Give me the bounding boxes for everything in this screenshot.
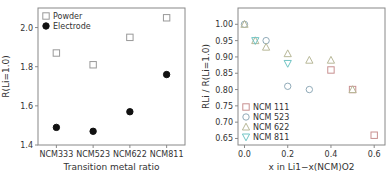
- point: [53, 124, 59, 130]
- point: [306, 86, 312, 92]
- y-tick: [35, 27, 38, 28]
- series: [53, 15, 170, 68]
- point: [328, 67, 334, 73]
- x-tick-label: NCM811: [150, 150, 184, 159]
- y-axis: 1.4 1.6 1.8 2.0: [20, 24, 38, 150]
- x-tick: [287, 145, 288, 148]
- legend-label: NCM 523: [253, 113, 289, 122]
- x-tick: [93, 145, 94, 148]
- y-axis-label: R(Li=1.0): [1, 55, 11, 98]
- figure: 1.4 1.6 1.8 2.0 NCM333NCM523NCM622NCM811 Tran…: [0, 0, 391, 185]
- panel: 1.4 1.6 1.8 2.0 NCM333NCM523NCM622NCM811 Tran…: [1, 8, 185, 172]
- y-tick: [235, 122, 238, 123]
- legend-marker: [43, 23, 49, 29]
- series: [241, 21, 312, 93]
- legend-label: Electrode: [53, 22, 91, 31]
- point: [263, 43, 270, 50]
- panel: 0.650.700.750.800.850.900.951.000.00.20.…: [201, 8, 385, 172]
- y-tick: [235, 105, 238, 106]
- y-tick: [235, 56, 238, 57]
- y-tick-label: 0.95: [215, 37, 233, 46]
- y-tick: [35, 145, 38, 146]
- point: [163, 15, 169, 21]
- y-tick-label: 0.85: [215, 69, 233, 78]
- series: [252, 38, 292, 68]
- legend-marker: [242, 134, 249, 141]
- y-axis-label: RLi / R(Li=1.0): [201, 44, 211, 109]
- point: [163, 71, 169, 77]
- legend-marker: [243, 114, 249, 120]
- series: [241, 21, 356, 93]
- y-tick-label: 1.8: [20, 63, 33, 72]
- point: [90, 128, 96, 134]
- point: [371, 132, 377, 138]
- plot-frame: [38, 8, 185, 145]
- point: [284, 50, 291, 57]
- legend-label: Powder: [53, 12, 83, 21]
- x-tick-label: 0.6: [368, 150, 381, 159]
- x-tick-label: 0.0: [238, 150, 251, 159]
- point: [127, 109, 133, 115]
- x-axis: NCM333NCM523NCM622NCM811: [40, 145, 184, 159]
- point: [241, 21, 248, 28]
- point: [241, 21, 247, 27]
- y-tick-label: 1.6: [20, 102, 33, 111]
- legend-marker: [43, 13, 49, 19]
- legend-label: NCM 111: [253, 103, 289, 112]
- y-tick: [235, 24, 238, 25]
- legend-label: NCM 622: [253, 123, 289, 132]
- x-tick: [330, 145, 331, 148]
- series: [53, 71, 170, 134]
- point: [127, 34, 133, 40]
- y-tick-label: 2.0: [20, 24, 33, 33]
- x-tick: [374, 145, 375, 148]
- x-tick-label: NCM622: [113, 150, 147, 159]
- legend: PowderElectrode: [43, 12, 91, 31]
- series: [328, 67, 378, 139]
- x-tick-label: 0.4: [325, 150, 338, 159]
- y-tick: [235, 89, 238, 90]
- point: [306, 56, 313, 63]
- x-tick: [166, 145, 167, 148]
- y-tick: [235, 73, 238, 74]
- plot-frame: [238, 8, 385, 145]
- y-tick-label: 0.70: [215, 118, 233, 127]
- point: [284, 60, 291, 67]
- y-tick-label: 0.75: [215, 102, 233, 111]
- y-tick-label: 0.90: [215, 53, 233, 62]
- y-tick: [35, 105, 38, 106]
- legend-label: NCM 811: [253, 133, 289, 142]
- x-tick: [129, 145, 130, 148]
- x-axis: 0.0 0.2 0.4 0.6: [238, 145, 380, 159]
- legend-marker: [243, 104, 249, 110]
- y-tick: [35, 66, 38, 67]
- y-tick-label: 0.80: [215, 86, 233, 95]
- point: [90, 62, 96, 68]
- marks: [53, 15, 170, 135]
- point: [349, 86, 355, 92]
- x-tick-label: NCM523: [76, 150, 110, 159]
- x-tick-label: NCM333: [40, 150, 74, 159]
- point: [252, 38, 259, 45]
- point: [285, 83, 291, 89]
- legend: NCM 111NCM 523NCM 622NCM 811: [242, 103, 289, 142]
- point: [327, 56, 334, 63]
- y-tick-label: 0.65: [215, 134, 233, 143]
- marks: [241, 21, 378, 139]
- x-tick: [244, 145, 245, 148]
- x-tick: [56, 145, 57, 148]
- y-tick: [235, 138, 238, 139]
- point: [53, 50, 59, 56]
- point: [252, 37, 259, 44]
- x-tick-label: 0.2: [281, 150, 294, 159]
- x-axis-label: Transition metal ratio: [63, 162, 160, 172]
- x-axis-label: x in Li1−x(NCM)O2: [269, 162, 355, 172]
- point: [349, 86, 356, 93]
- legend-marker: [242, 123, 249, 130]
- y-tick-label: 1.4: [20, 141, 33, 150]
- y-tick-label: 1.00: [215, 20, 233, 29]
- y-axis: 0.65 0.70 0.75 0.80 0.85 0.90 0.95 1.00: [215, 20, 238, 143]
- y-tick: [235, 40, 238, 41]
